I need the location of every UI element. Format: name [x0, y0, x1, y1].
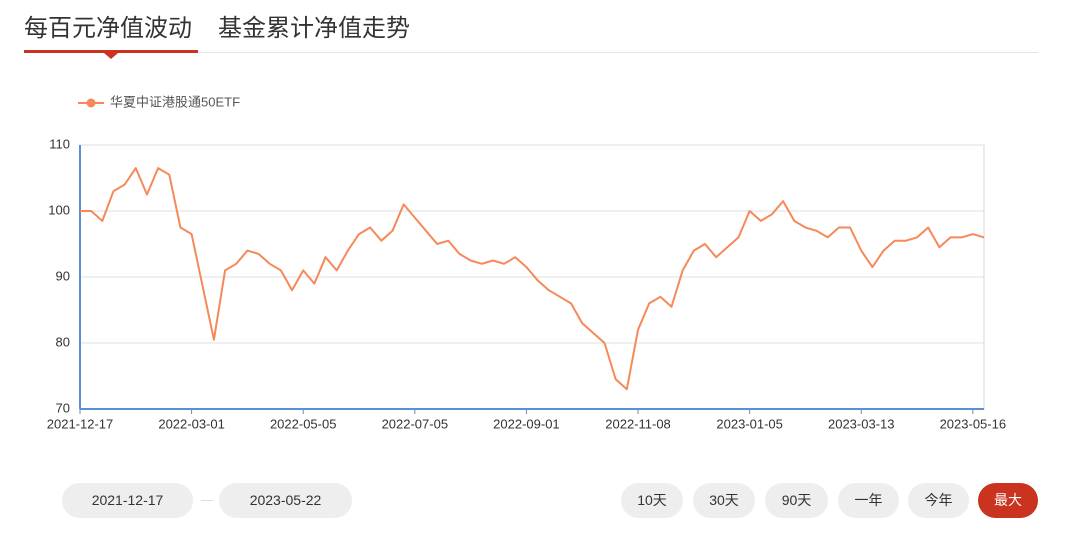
x-tick-label: 2022-05-05 [270, 416, 337, 431]
x-tick-label: 2023-03-13 [828, 416, 895, 431]
y-tick-label: 110 [49, 136, 70, 151]
tab-pointer [104, 53, 118, 59]
y-tick-label: 100 [48, 202, 70, 217]
series-line [80, 167, 985, 391]
x-tick-label: 2022-03-01 [158, 416, 225, 431]
start-date[interactable]: 2021-12-17 [62, 483, 193, 518]
y-tick-label: 70 [56, 400, 70, 415]
range-button[interactable]: 最大 [978, 483, 1038, 518]
tab[interactable]: 每百元净值波动 [24, 15, 192, 42]
tab-underline [24, 50, 198, 53]
chart: 华夏中证港股通50ETF 70 80 90 100 110 2021-12-17 2022-… [47, 94, 1007, 431]
range-button[interactable]: 90天 [765, 483, 828, 518]
x-tick-label: 2021-12-17 [47, 416, 114, 431]
x-tick-label: 2022-09-01 [493, 416, 560, 431]
x-tick-label: 2023-05-16 [940, 416, 1007, 431]
end-date[interactable]: 2023-05-22 [219, 483, 352, 518]
tab-divider [24, 52, 1038, 53]
y-tick-label: 90 [56, 268, 70, 283]
date-separator [201, 500, 213, 501]
range-button[interactable]: 10天 [621, 483, 683, 518]
range-button[interactable]: 今年 [908, 483, 969, 518]
legend-label[interactable]: 华夏中证港股通50ETF [110, 94, 240, 109]
legend-marker [86, 98, 96, 108]
x-tick-label: 2023-01-05 [716, 416, 783, 431]
tab[interactable]: 基金累计净值走势 [218, 15, 410, 42]
y-tick-label: 80 [56, 334, 70, 349]
x-tick-label: 2022-11-08 [605, 416, 671, 431]
x-tick-label: 2022-07-05 [382, 416, 449, 431]
range-button[interactable]: 30天 [693, 483, 755, 518]
range-button[interactable]: 一年 [838, 483, 899, 518]
